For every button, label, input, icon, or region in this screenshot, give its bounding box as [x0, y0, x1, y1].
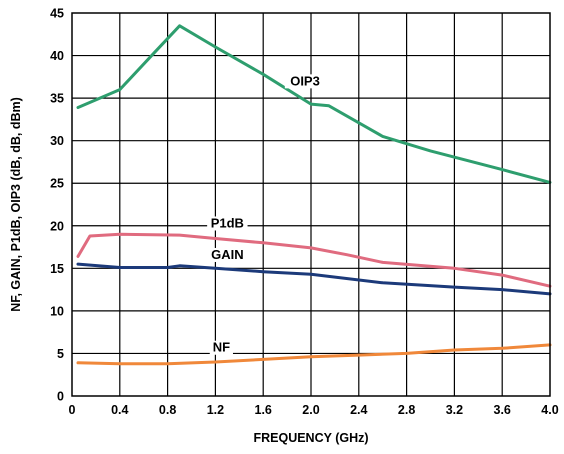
series-label-oip3: OIP3 [290, 73, 320, 88]
series-line-nf [76, 343, 552, 366]
y-tick-label: 45 [50, 7, 64, 21]
series-label-bg [284, 74, 326, 89]
y-tick-label: 30 [50, 134, 64, 148]
x-tick-label: 3.2 [446, 403, 463, 417]
series-lines [76, 24, 552, 366]
x-tick-label: 4.0 [541, 403, 558, 417]
x-tick-label: 0.4 [111, 403, 128, 417]
y-tick-label: 40 [50, 49, 64, 63]
series-label-p1db: P1dB [211, 215, 244, 230]
grid [72, 13, 550, 396]
series-label-bg [207, 247, 248, 262]
y-tick-labels: 0 5 10 15 20 25 30 35 40 45 [50, 7, 64, 404]
series-line-gain [76, 262, 552, 296]
y-tick-label: 20 [50, 219, 64, 233]
x-tick-label: 2.0 [302, 403, 319, 417]
y-axis-title: NF, GAIN, P1dB, OIP3 (dB, dB, dBm) [9, 97, 23, 312]
y-tick-label: 25 [50, 177, 64, 191]
y-tick-label: 0 [57, 390, 64, 404]
series-label-gain: GAIN [211, 247, 244, 262]
series-labels: OIP3 P1dB GAIN NF [207, 73, 326, 355]
series-label-bg [209, 340, 233, 355]
series-line-oip3 [76, 24, 552, 184]
x-tick-label: 1.6 [255, 403, 272, 417]
x-tick-label: 2.4 [350, 403, 367, 417]
y-tick-label: 35 [50, 92, 64, 106]
plot-frame [71, 12, 551, 397]
x-axis-title: FREQUENCY (GHz) [253, 431, 368, 445]
series-label-bg [207, 216, 248, 231]
series-line-p1db [76, 232, 552, 288]
x-tick-label: 1.2 [207, 403, 224, 417]
series-label-nf: NF [213, 340, 230, 355]
x-tick-labels: 0 0.4 0.8 1.2 1.6 2.0 2.4 2.8 3.2 3.6 4.0 [69, 403, 559, 417]
x-tick-label: 0 [69, 403, 76, 417]
y-tick-label: 5 [57, 347, 64, 361]
x-tick-label: 2.8 [398, 403, 415, 417]
y-tick-label: 15 [50, 262, 64, 276]
y-tick-label: 10 [50, 304, 64, 318]
x-tick-label: 3.6 [494, 403, 511, 417]
x-tick-label: 0.8 [159, 403, 176, 417]
